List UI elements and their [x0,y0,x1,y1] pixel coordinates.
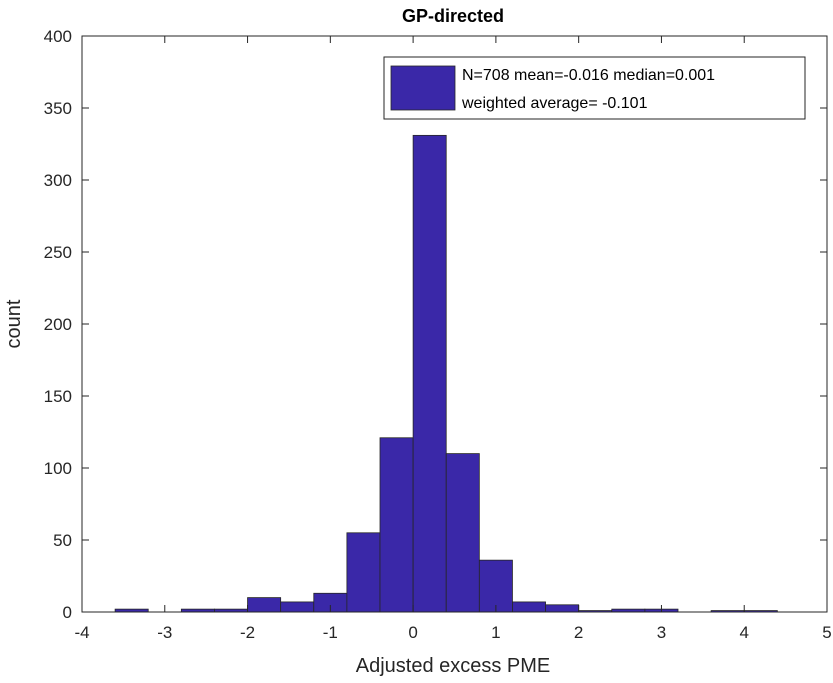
chart-title: GP-directed [402,6,504,26]
y-tick-label: 250 [44,243,72,262]
histogram-bar [346,532,381,613]
y-axis-label: count [3,299,25,348]
x-tick-label: 0 [408,623,417,642]
y-tick-label: 150 [44,387,72,406]
y-tick-label: 100 [44,459,72,478]
x-tick-label: -1 [323,623,338,642]
y-tick-label: 350 [44,99,72,118]
x-tick-label: 4 [739,623,748,642]
histogram-bar [412,134,447,613]
histogram-bar [545,604,580,613]
legend-line-2: weighted average= -0.101 [461,95,648,112]
x-tick-label: -2 [240,623,255,642]
x-tick-label: -4 [74,623,89,642]
histogram-bar [280,601,315,613]
legend-swatch [390,65,456,111]
histogram-bar [478,559,513,613]
histogram-bar [512,601,546,613]
histogram-bar [247,597,282,613]
y-tick-label: 400 [44,27,72,46]
x-tick-label: 2 [574,623,583,642]
x-tick-label: 1 [491,623,500,642]
x-axis-label: Adjusted excess PME [356,655,551,677]
x-tick-label: -3 [157,623,172,642]
y-tick-label: 50 [53,531,72,550]
legend-line-1: N=708 mean=-0.016 median=0.001 [462,67,715,84]
legend: N=708 mean=-0.016 median=0.001 weighted … [383,56,806,120]
bars-group [114,134,778,613]
y-tick-label: 200 [44,315,72,334]
y-tick-label: 0 [63,603,72,622]
histogram-bar [379,437,414,613]
histogram-bar [445,453,480,613]
y-tick-label: 300 [44,171,72,190]
x-tick-label: 5 [822,623,831,642]
x-tick-label: 3 [657,623,666,642]
